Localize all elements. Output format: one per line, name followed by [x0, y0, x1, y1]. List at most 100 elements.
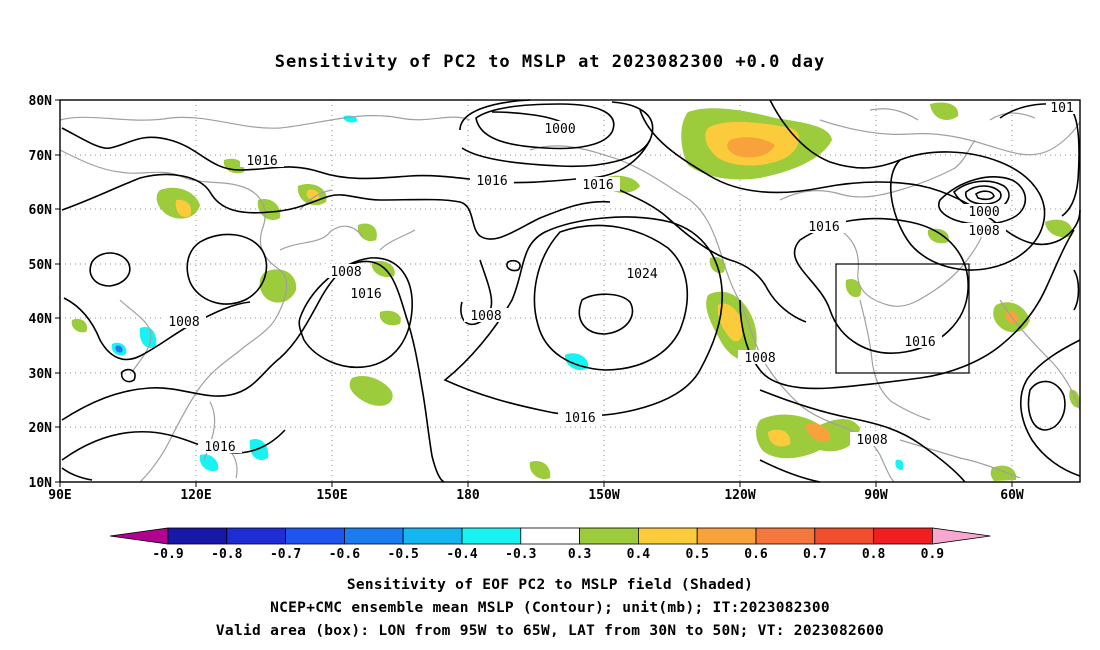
contour-label: 1008 [968, 224, 999, 239]
y-tick-label: 80N [29, 94, 53, 109]
caption-line-2: NCEP+CMC ensemble mean MSLP (Contour); u… [270, 600, 830, 616]
contour-label: 1008 [168, 315, 199, 330]
contour-label: 1000 [968, 205, 999, 220]
contour-label: 1000 [544, 122, 575, 137]
x-tick-label: 90E [48, 488, 71, 503]
contour-label: 1016 [582, 178, 613, 193]
y-tick-label: 50N [29, 258, 53, 273]
valid-area-box [835, 263, 970, 374]
colorbar-label: 0.5 [685, 547, 708, 562]
contour-label: 1008 [856, 433, 887, 448]
y-tick-label: 30N [29, 367, 53, 382]
contour-labels: 1000 1016 1016 1016 101 1016 1000 1008 1… [168, 101, 1074, 455]
colorbar-bin [638, 527, 698, 545]
shade-patch [895, 459, 904, 470]
shade-patch [1045, 219, 1073, 238]
x-tick-label: 120W [724, 488, 755, 503]
shade-patch [349, 375, 393, 406]
contour-label: 1016 [808, 220, 839, 235]
colorbar-bin [402, 527, 463, 545]
contour-label: 101 [1050, 101, 1073, 116]
shade-patch [727, 137, 775, 158]
x-tick-label: 120E [180, 488, 211, 503]
x-tick-label: 150W [588, 488, 619, 503]
y-tick-label: 20N [29, 421, 53, 436]
colorbar-label: 0.6 [744, 547, 768, 562]
colorbar-bin [696, 527, 757, 545]
contour-label: 1016 [564, 411, 595, 426]
caption-line-3: Valid area (box): LON from 95W to 65W, L… [216, 623, 884, 639]
figure-title: Sensitivity of PC2 to MSLP at 2023082300… [275, 52, 826, 72]
colorbar-right-arrow [932, 527, 991, 545]
shade-patch [259, 269, 297, 303]
y-axis-labels: 80N 70N 60N 50N 40N 30N 20N 10N [29, 94, 53, 491]
contour-label: 1008 [330, 265, 361, 280]
y-tick-label: 60N [29, 203, 53, 218]
shade-patch [379, 310, 401, 326]
colorbar-label: 0.9 [921, 547, 944, 562]
colorbar-label: -0.4 [446, 547, 477, 562]
colorbar-label: -0.3 [505, 547, 536, 562]
contour-label: 1016 [350, 287, 381, 302]
contour-label: 1024 [626, 267, 657, 282]
colorbar-bin [461, 527, 522, 545]
map-panel: 1000 1016 1016 1016 101 1016 1000 1008 1… [29, 94, 1081, 503]
shade-patch [306, 189, 320, 201]
colorbar-label: 0.7 [803, 547, 826, 562]
colorbar-bin [285, 527, 345, 545]
x-tick-label: 90W [864, 488, 888, 503]
shade-patch [927, 228, 949, 244]
colorbar-left-arrow [109, 527, 169, 545]
colorbar-bin [755, 527, 816, 545]
shade-patch [1069, 389, 1080, 408]
contour-label: 1008 [470, 309, 501, 324]
y-tick-label: 40N [29, 312, 53, 327]
shade-patch [71, 318, 88, 333]
colorbar-label: 0.4 [627, 547, 651, 562]
map-gridlines [60, 100, 1080, 482]
figure-captions: Sensitivity of EOF PC2 to MSLP field (Sh… [216, 577, 884, 639]
shade-patch [845, 278, 862, 298]
contour-label: 1016 [246, 154, 277, 169]
colorbar-bin [873, 527, 933, 545]
shade-patch [175, 199, 192, 218]
contour-label: 1016 [476, 174, 507, 189]
shade-patch [529, 460, 551, 480]
colorbar-label: -0.5 [388, 547, 419, 562]
colorbar-bin [579, 527, 639, 545]
shade-patch [357, 223, 377, 242]
x-tick-label: 60W [1000, 488, 1024, 503]
axis-tick-marks [55, 99, 1013, 487]
colorbar-label: -0.6 [329, 547, 360, 562]
x-tick-label: 150E [316, 488, 347, 503]
colorbar-bin [226, 527, 287, 545]
contour-label: 1016 [904, 335, 935, 350]
colorbar: -0.9 -0.8 -0.7 -0.6 -0.5 -0.4 -0.3 0.3 0.4 0.5 0.6… [109, 527, 991, 562]
colorbar-bin [343, 527, 404, 545]
map-frame [59, 99, 1081, 483]
shade-patch [768, 429, 791, 447]
shade-patch [139, 326, 157, 348]
shade-patch [930, 102, 959, 120]
y-tick-label: 70N [29, 149, 53, 164]
colorbar-bin [167, 527, 228, 545]
caption-line-1: Sensitivity of EOF PC2 to MSLP field (Sh… [347, 577, 753, 593]
y-tick-label: 10N [29, 476, 53, 491]
colorbar-bin [520, 527, 580, 545]
shaded-sensitivity-field [71, 102, 1080, 481]
shade-patch [717, 303, 743, 342]
colorbar-label: -0.9 [152, 547, 183, 562]
colorbar-label: -0.8 [211, 547, 242, 562]
colorbar-bin [814, 527, 874, 545]
contour-label: 1016 [204, 440, 235, 455]
colorbar-label: 0.3 [568, 547, 591, 562]
colorbar-label: -0.7 [270, 547, 301, 562]
shade-patch [805, 423, 831, 442]
x-axis-labels: 90E 120E 150E 180 150W 120W 90W 60W [48, 488, 1024, 503]
colorbar-label: 0.8 [862, 547, 886, 562]
contour-label: 1008 [744, 351, 775, 366]
x-tick-label: 180 [456, 488, 480, 503]
shade-patch [756, 414, 860, 459]
shade-patch [115, 345, 123, 353]
